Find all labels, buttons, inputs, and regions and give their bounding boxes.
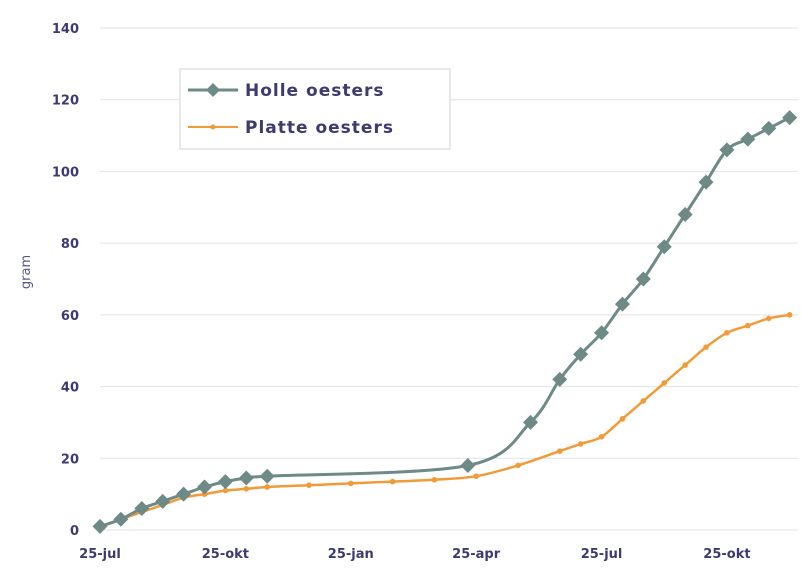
series-platte-oesters: [97, 312, 793, 530]
data-point: [761, 120, 777, 136]
data-point: [598, 433, 605, 440]
data-point: [656, 239, 672, 255]
x-tick-label: 25-okt: [202, 547, 249, 562]
data-point: [176, 486, 192, 502]
y-tick-label: 60: [61, 309, 79, 324]
x-tick-label: 25-jul: [79, 547, 121, 562]
data-point: [217, 474, 233, 490]
data-point: [745, 322, 751, 329]
data-point: [306, 482, 312, 488]
y-tick-label: 80: [61, 237, 79, 252]
legend-label-platte-oesters: Platte oesters: [245, 118, 394, 138]
legend-label-holle-oesters: Holle oesters: [245, 81, 385, 101]
data-point: [113, 511, 129, 527]
y-axis-ticks: 0 20 40 60 80 100 120 140: [52, 22, 79, 539]
series-holle-oesters: [92, 110, 798, 534]
legend: Holle oesters Platte oesters: [179, 68, 451, 150]
data-point: [740, 131, 756, 147]
data-point: [460, 457, 476, 473]
series-line-holle-oesters: [99, 116, 791, 528]
data-point: [640, 398, 647, 404]
y-tick-label: 20: [61, 452, 79, 467]
data-point: [594, 325, 610, 341]
data-point: [619, 416, 626, 422]
data-point: [573, 346, 589, 362]
x-tick-label: 25-apr: [452, 547, 501, 562]
data-point: [765, 315, 772, 322]
data-point: [682, 362, 688, 368]
y-tick-label: 100: [52, 165, 79, 180]
data-point: [134, 500, 150, 516]
data-point: [719, 142, 735, 158]
x-tick-label: 25-jul: [581, 547, 623, 562]
data-point: [515, 462, 521, 469]
y-tick-label: 140: [52, 22, 79, 37]
data-point: [347, 480, 354, 487]
data-point: [614, 296, 630, 312]
data-point: [196, 479, 212, 495]
data-point: [389, 478, 396, 485]
data-point: [677, 206, 693, 222]
data-point: [698, 174, 714, 190]
x-tick-label: 25-jan: [328, 547, 374, 562]
legend-box: [179, 68, 451, 150]
data-point: [264, 484, 270, 490]
legend-marker-platte-oesters: [210, 124, 216, 130]
y-tick-label: 120: [52, 94, 79, 109]
data-point: [473, 473, 479, 480]
data-point: [782, 110, 798, 126]
x-tick-label: 25-okt: [703, 547, 750, 562]
data-point: [724, 329, 730, 336]
y-tick-label: 40: [61, 381, 79, 396]
legend-marker-holle-oesters: [206, 83, 220, 97]
data-point: [431, 477, 438, 483]
series-lines: [92, 110, 798, 534]
y-tick-label: 0: [70, 524, 79, 539]
x-axis-ticks: 25-jul 25-okt 25-jan 25-apr 25-jul 25-okt: [79, 547, 750, 562]
y-axis-title: gram: [19, 255, 34, 289]
data-point: [635, 271, 651, 287]
data-point: [155, 493, 171, 509]
data-point: [556, 448, 563, 454]
data-point: [523, 414, 539, 430]
data-point: [238, 470, 254, 486]
data-point: [703, 344, 709, 350]
data-point: [786, 312, 793, 318]
data-point: [259, 468, 275, 484]
data-point: [92, 518, 108, 534]
data-point: [243, 485, 250, 492]
data-point: [222, 487, 229, 494]
data-point: [661, 380, 668, 386]
data-point: [577, 441, 584, 447]
data-point: [552, 371, 568, 387]
